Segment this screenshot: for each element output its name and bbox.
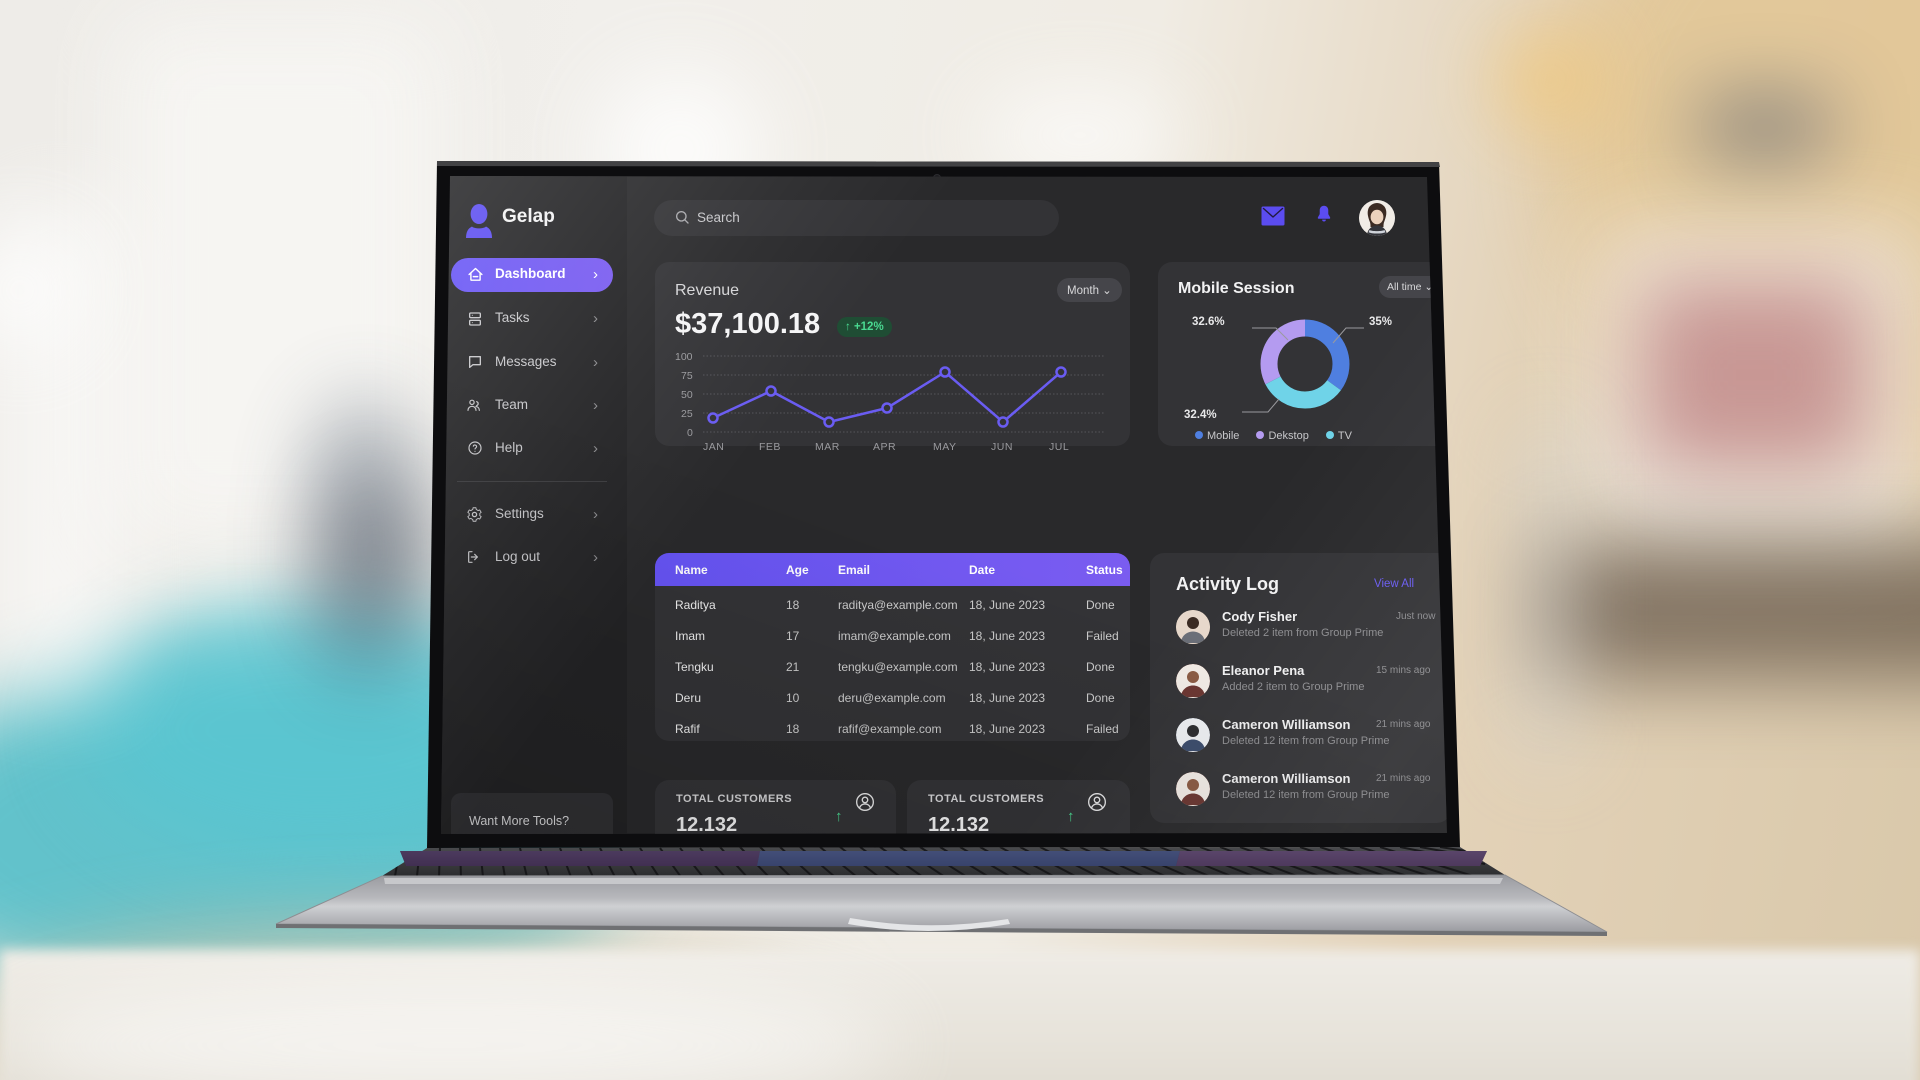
svg-text:MAY: MAY	[933, 441, 956, 453]
svg-text:100: 100	[675, 351, 693, 363]
svg-text:75: 75	[681, 370, 693, 382]
svg-text:32.6%: 32.6%	[1192, 316, 1225, 328]
svg-text:35%: 35%	[1369, 316, 1392, 328]
svg-text:APR: APR	[873, 441, 896, 453]
svg-text:32.4%: 32.4%	[1184, 409, 1217, 421]
svg-text:JAN: JAN	[703, 441, 724, 453]
svg-text:JUN: JUN	[991, 441, 1013, 453]
svg-text:FEB: FEB	[759, 441, 781, 453]
svg-text:25: 25	[681, 408, 693, 420]
svg-text:0: 0	[687, 427, 693, 439]
svg-text:50: 50	[681, 389, 693, 401]
svg-text:MAR: MAR	[815, 441, 840, 453]
svg-text:JUL: JUL	[1049, 441, 1069, 453]
